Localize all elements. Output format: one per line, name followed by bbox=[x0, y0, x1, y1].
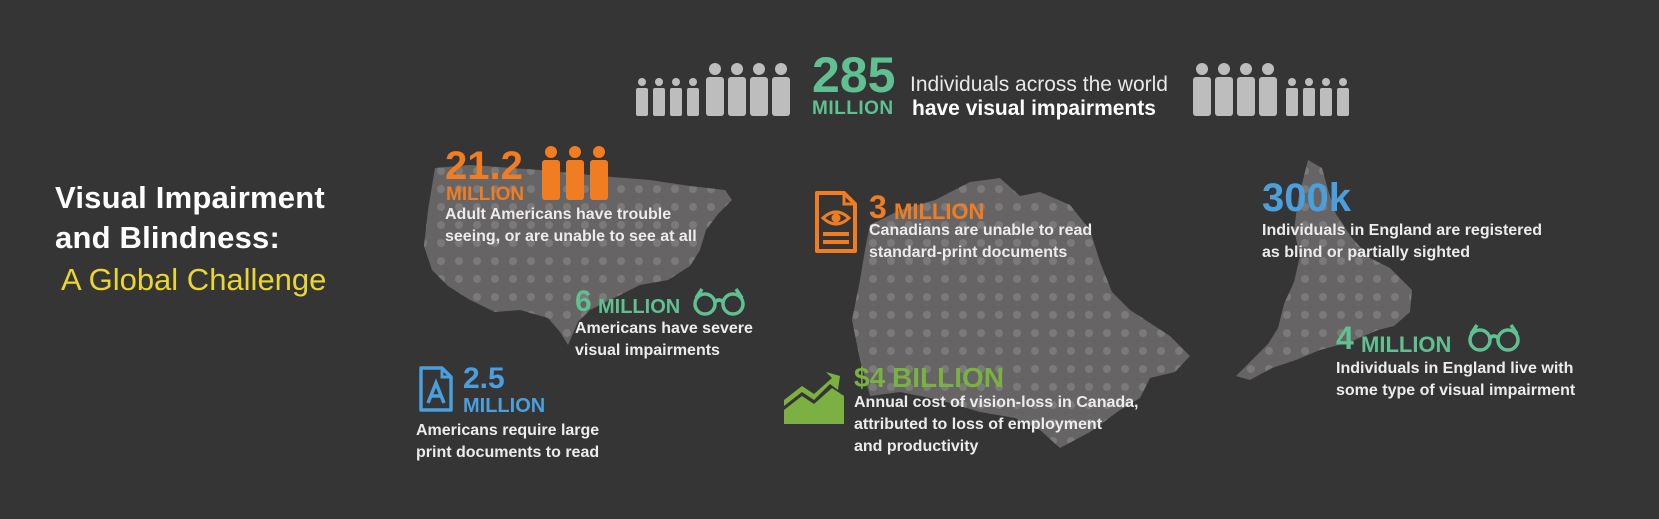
stat-usa-severe-unit: MILLION bbox=[598, 296, 681, 318]
hero-unit: MILLION bbox=[812, 98, 894, 119]
person-icon bbox=[542, 146, 560, 200]
person-icon bbox=[653, 78, 665, 116]
person-icon bbox=[706, 63, 724, 116]
person-icon bbox=[590, 146, 608, 200]
people-orange-icon bbox=[542, 146, 608, 200]
stat-canada-cost-number: $4 bbox=[854, 362, 886, 393]
person-icon bbox=[750, 63, 768, 116]
stat-canada-print-unit: MILLION bbox=[894, 199, 985, 224]
large-print-icon bbox=[419, 366, 453, 412]
person-icon bbox=[1259, 63, 1277, 116]
person-icon bbox=[1303, 78, 1315, 116]
person-icon bbox=[1215, 63, 1233, 116]
stat-england-impairment-desc: Individuals in England live with some ty… bbox=[1336, 360, 1576, 399]
stat-canada-print-desc: Canadians are unable to read standard-pr… bbox=[869, 222, 1093, 261]
person-icon bbox=[1337, 78, 1349, 116]
stat-england-impairment-number: 4 bbox=[1336, 320, 1354, 356]
person-icon bbox=[728, 63, 746, 116]
title-block: Visual Impairment and Blindness: A Globa… bbox=[55, 178, 375, 302]
hero-number: 285 bbox=[812, 47, 896, 103]
document-eye-icon bbox=[815, 191, 857, 253]
person-icon bbox=[670, 78, 682, 116]
person-icon bbox=[772, 63, 790, 116]
title-line-1: Visual Impairment bbox=[55, 180, 325, 215]
stat-usa-severe-number: 6 bbox=[575, 285, 592, 318]
glasses-icon bbox=[1468, 324, 1520, 352]
stat-usa-large-print-number: 2.5 bbox=[463, 362, 505, 395]
person-icon bbox=[1320, 78, 1332, 116]
stat-canada-cost-desc: Annual cost of vision-loss in Canada, at… bbox=[854, 394, 1139, 455]
stat-usa-large-print-unit: MILLION bbox=[463, 395, 546, 417]
stat-england-impairment-unit: MILLION bbox=[1361, 332, 1452, 357]
hero-line-2: have visual impairments bbox=[912, 97, 1156, 120]
stat-england-registered-desc: Individuals in England are registered as… bbox=[1262, 222, 1543, 261]
title-subtitle: A Global Challenge bbox=[61, 262, 327, 297]
person-icon bbox=[566, 146, 584, 200]
stat-england-registered-number: 300k bbox=[1262, 176, 1351, 220]
person-icon bbox=[1237, 63, 1255, 116]
person-icon bbox=[687, 78, 699, 116]
stat-usa-severe-desc: Americans have severe visual impairments bbox=[575, 320, 753, 359]
person-icon bbox=[1193, 63, 1211, 116]
stat-canada-cost-unit: BILLION bbox=[892, 362, 1004, 393]
stat-usa-adults-number: 21.2 bbox=[445, 144, 523, 188]
stat-usa-adults-unit: MILLION bbox=[446, 184, 525, 205]
trend-chart-icon bbox=[784, 372, 844, 424]
stat-usa-adults-desc: Adult Americans have trouble seeing, or … bbox=[445, 206, 697, 245]
people-row-left bbox=[636, 63, 790, 116]
glasses-icon bbox=[693, 288, 745, 316]
title-line-2: and Blindness: bbox=[55, 220, 280, 255]
people-row-right bbox=[1193, 63, 1349, 116]
hero-line-1: Individuals across the world bbox=[910, 73, 1168, 96]
person-icon bbox=[1286, 78, 1298, 116]
person-icon bbox=[636, 78, 648, 116]
stat-usa-large-print-desc: Americans require large print documents … bbox=[416, 422, 600, 461]
stat-canada-print-number: 3 bbox=[869, 189, 887, 225]
